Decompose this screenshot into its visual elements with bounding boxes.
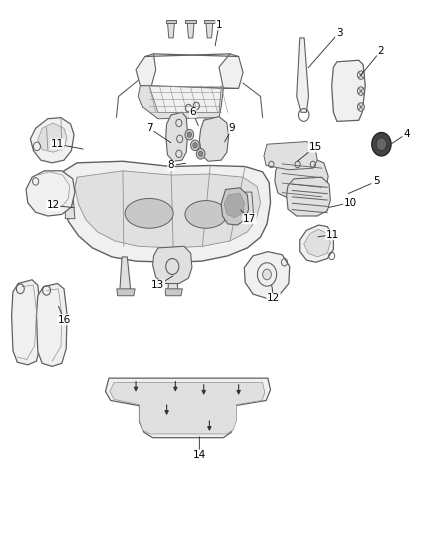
Polygon shape	[117, 289, 135, 296]
Polygon shape	[185, 20, 196, 23]
Text: 15: 15	[308, 142, 321, 152]
Polygon shape	[26, 171, 75, 216]
Text: 3: 3	[336, 28, 343, 38]
Polygon shape	[300, 225, 333, 262]
Polygon shape	[166, 20, 176, 23]
Polygon shape	[187, 22, 194, 38]
Text: 8: 8	[168, 160, 174, 171]
Circle shape	[357, 71, 364, 79]
Polygon shape	[12, 280, 41, 365]
Circle shape	[263, 269, 272, 280]
Circle shape	[357, 87, 364, 95]
Polygon shape	[304, 229, 330, 257]
Text: 1: 1	[215, 20, 223, 30]
Circle shape	[196, 149, 205, 159]
Polygon shape	[245, 192, 254, 219]
Polygon shape	[138, 86, 239, 119]
Polygon shape	[275, 158, 328, 198]
Polygon shape	[224, 193, 244, 217]
Text: 11: 11	[51, 139, 64, 149]
Text: 9: 9	[229, 123, 235, 133]
Polygon shape	[332, 60, 365, 122]
Polygon shape	[38, 123, 67, 152]
Polygon shape	[287, 177, 330, 216]
Polygon shape	[120, 257, 131, 290]
Polygon shape	[65, 192, 75, 219]
Text: 12: 12	[46, 200, 60, 211]
Polygon shape	[206, 22, 213, 38]
Text: 7: 7	[146, 123, 152, 133]
Text: 14: 14	[193, 450, 206, 460]
Polygon shape	[204, 20, 215, 23]
Polygon shape	[110, 382, 265, 434]
Text: 5: 5	[373, 176, 379, 187]
Polygon shape	[167, 22, 174, 38]
Polygon shape	[168, 257, 178, 290]
Polygon shape	[61, 161, 271, 262]
Polygon shape	[221, 188, 249, 225]
Text: 17: 17	[243, 214, 256, 224]
Ellipse shape	[125, 198, 173, 228]
Polygon shape	[219, 54, 243, 88]
Circle shape	[372, 133, 391, 156]
Polygon shape	[75, 171, 261, 248]
Polygon shape	[136, 54, 155, 86]
Polygon shape	[152, 246, 192, 284]
Polygon shape	[297, 38, 308, 112]
Polygon shape	[264, 142, 317, 169]
Text: 12: 12	[267, 293, 280, 303]
Polygon shape	[36, 284, 67, 367]
Text: 2: 2	[377, 46, 384, 56]
Text: 11: 11	[326, 230, 339, 240]
Text: 13: 13	[151, 280, 165, 290]
Circle shape	[198, 151, 203, 157]
Text: 10: 10	[343, 198, 357, 208]
Polygon shape	[199, 117, 229, 161]
Circle shape	[193, 143, 197, 148]
Polygon shape	[106, 378, 271, 438]
Polygon shape	[149, 86, 221, 112]
Polygon shape	[30, 118, 74, 163]
Circle shape	[185, 130, 194, 140]
Circle shape	[357, 103, 364, 111]
Circle shape	[376, 138, 387, 151]
Text: 4: 4	[403, 128, 410, 139]
Text: 6: 6	[190, 107, 196, 117]
Polygon shape	[165, 289, 182, 296]
Polygon shape	[166, 112, 187, 161]
Polygon shape	[244, 252, 290, 298]
Ellipse shape	[185, 200, 227, 228]
Circle shape	[187, 132, 191, 138]
Circle shape	[191, 140, 199, 151]
Text: 16: 16	[57, 314, 71, 325]
